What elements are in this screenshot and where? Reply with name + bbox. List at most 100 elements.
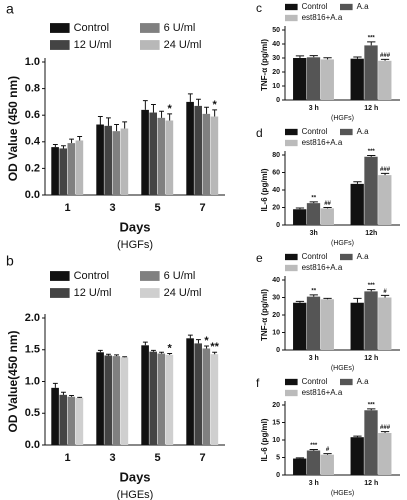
x-subtitle: (HGEs) xyxy=(331,365,354,372)
y-axis-label: OD Value(450 nm) xyxy=(6,330,20,432)
y-tick-label: 10 xyxy=(272,83,280,90)
legend-label: A.a xyxy=(357,252,370,261)
y-tick-label: 0.8 xyxy=(25,83,40,95)
error-bar xyxy=(196,98,201,106)
error-bar xyxy=(367,289,376,292)
significance: ### xyxy=(380,53,391,59)
x-tick-label: 1 xyxy=(64,452,70,464)
x-tick-label: 1 xyxy=(64,202,70,214)
bar xyxy=(96,124,104,195)
y-tick-label: 30 xyxy=(272,294,280,301)
bar xyxy=(320,299,334,350)
y-tick-label: 40 xyxy=(272,277,280,284)
error-bar xyxy=(353,297,362,303)
error-bar xyxy=(122,356,128,358)
panel-label: c xyxy=(256,1,262,15)
y-tick-label: 5 xyxy=(276,454,280,461)
legend-label: est816+A.a xyxy=(302,13,343,22)
bar xyxy=(210,116,219,195)
bar xyxy=(306,450,321,475)
x-subtitle: (HGEs) xyxy=(117,489,154,500)
legend-swatch xyxy=(140,40,160,50)
panel-label: b xyxy=(6,253,14,269)
panel-label: d xyxy=(256,126,263,140)
y-tick-label: 0 xyxy=(276,472,280,479)
y-tick-label: 2.0 xyxy=(25,312,40,324)
error-bar xyxy=(167,113,173,121)
y-tick-label: 1.0 xyxy=(25,375,40,387)
y-tick-label: 60 xyxy=(272,169,280,176)
error-bar xyxy=(159,110,164,118)
bar xyxy=(350,58,364,100)
significance: * xyxy=(168,103,173,115)
y-axis-label: TNF-α (pg/ml) xyxy=(260,289,269,341)
bar xyxy=(293,58,307,100)
error-bar xyxy=(196,339,201,344)
legend-swatch xyxy=(140,23,160,33)
x-axis-label: Days xyxy=(119,469,150,484)
error-bar xyxy=(187,334,193,339)
bar xyxy=(378,297,392,350)
error-bar xyxy=(295,300,305,303)
legend-swatch xyxy=(50,23,70,33)
bar xyxy=(59,394,67,445)
error-bar xyxy=(77,396,83,399)
bar xyxy=(120,128,129,195)
bar xyxy=(149,112,157,195)
bar xyxy=(306,296,321,350)
bar xyxy=(364,156,378,225)
bar xyxy=(186,101,194,195)
bar xyxy=(202,113,211,195)
x-subtitle: (HGFs) xyxy=(331,240,354,247)
bar xyxy=(104,355,112,445)
bar xyxy=(350,302,364,350)
significance: *** xyxy=(368,35,376,41)
error-bar xyxy=(114,354,119,357)
x-tick-label: 12 h xyxy=(364,355,378,362)
error-bar xyxy=(367,154,376,157)
significance: * xyxy=(213,99,218,111)
panel-label: e xyxy=(256,251,263,265)
bar xyxy=(67,143,76,195)
y-axis-label: TNF-α (pg/ml) xyxy=(260,39,269,91)
significance: ### xyxy=(380,167,391,173)
error-bar xyxy=(77,135,83,141)
legend-label: A.a xyxy=(357,127,370,136)
error-bar xyxy=(97,349,103,353)
error-bar xyxy=(353,56,362,59)
error-bar xyxy=(61,145,66,149)
x-subtitle: (HGEs) xyxy=(331,490,354,497)
x-tick-label: 7 xyxy=(199,202,205,214)
bar xyxy=(320,454,334,475)
legend-swatch xyxy=(285,264,298,272)
bar xyxy=(75,398,84,445)
legend-label: A.a xyxy=(357,377,370,386)
panel-label: f xyxy=(256,376,260,390)
bar xyxy=(141,109,149,195)
legend-swatch xyxy=(285,253,298,261)
bar xyxy=(378,433,392,475)
error-bar xyxy=(295,207,305,210)
y-tick-label: 0 xyxy=(276,347,280,354)
significance: ## xyxy=(324,201,331,207)
bar xyxy=(194,105,202,195)
y-tick-label: 0 xyxy=(276,97,280,104)
y-tick-label: 0.2 xyxy=(25,162,40,174)
x-tick-label: 3 h xyxy=(309,480,319,487)
error-bar xyxy=(122,121,128,129)
significance: ** xyxy=(210,341,219,353)
bar xyxy=(112,131,121,195)
x-tick-label: 5 xyxy=(154,202,160,214)
legend-swatch xyxy=(340,253,353,261)
legend-swatch xyxy=(50,271,70,281)
y-axis-label: IL-6 (pg/ml) xyxy=(260,418,269,461)
error-bar xyxy=(295,457,305,459)
bar xyxy=(165,354,174,445)
error-bar xyxy=(367,408,376,411)
legend-label: A.a xyxy=(357,2,370,11)
legend-label: 6 U/ml xyxy=(164,270,196,282)
bar xyxy=(194,343,202,445)
legend-label: 24 U/ml xyxy=(164,39,202,51)
bar xyxy=(350,437,364,475)
